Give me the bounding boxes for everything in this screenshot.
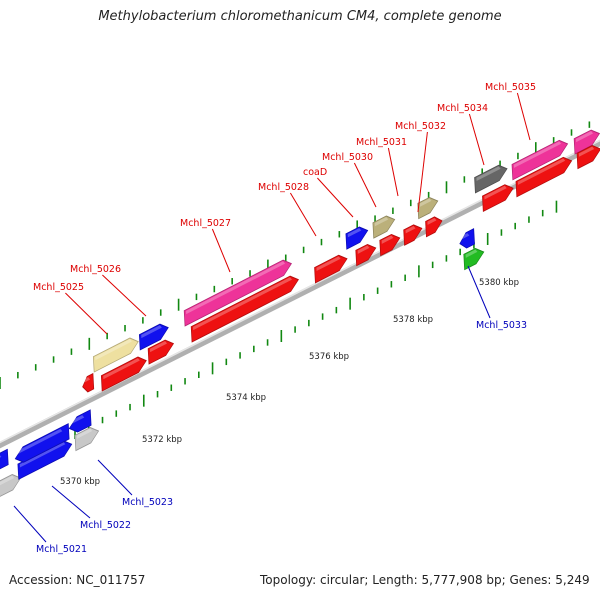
scale-label: 5372 kbp — [142, 435, 182, 445]
scale-label: 5376 kbp — [309, 352, 349, 362]
gene-arrow-khaki — [417, 196, 439, 220]
gene-label-leader — [387, 147, 399, 197]
gene-label-leader — [468, 113, 485, 166]
gene-arrow-highlight — [103, 358, 140, 380]
gene-arrow-highlight — [0, 475, 15, 486]
gene-arrow-highlight — [405, 225, 416, 234]
gene-arrow-highlight — [575, 131, 594, 143]
gene-arrow-highlight — [461, 233, 470, 240]
gene-arrow-highlight — [427, 218, 437, 225]
gene-arrow-red — [379, 233, 401, 257]
gene-label-leader — [211, 228, 231, 273]
gene-arrow-paleyellow — [92, 337, 139, 373]
gene-arrow-highlight — [419, 198, 432, 207]
gene-arrow-red — [355, 243, 377, 267]
gene-label: Mchl_5033 — [476, 320, 527, 331]
gene-label-leader — [97, 459, 133, 496]
gene-label: Mchl_5031 — [356, 137, 407, 148]
gene-label: Mchl_5032 — [395, 121, 446, 132]
gene-arrow-blue — [14, 423, 70, 463]
gene-arrow-highlight — [16, 428, 63, 455]
gene-label-leader — [417, 131, 428, 213]
gene-label: Mchl_5026 — [70, 264, 121, 275]
gene-label-leader — [51, 485, 91, 519]
gene-arrow-highlight — [578, 146, 595, 157]
gene-label: coaD — [303, 167, 327, 178]
gene-label: Mchl_5035 — [485, 82, 536, 93]
gene-label: Mchl_5028 — [258, 182, 309, 193]
gene-arrow-highlight — [357, 245, 370, 254]
gene-arrow-magenta — [573, 129, 600, 155]
gene-arrow-red — [425, 216, 443, 238]
gene-arrow-highlight — [95, 339, 132, 361]
gene-arrow-highlight — [76, 428, 93, 439]
gene-arrow-highlight — [347, 228, 362, 238]
gene-label: Mchl_5034 — [437, 103, 488, 114]
accession-text: Accession: NC_011757 — [9, 573, 146, 587]
gene-arrow-red — [314, 254, 348, 284]
gene-label: Mchl_5023 — [122, 497, 173, 508]
gene-arrow-gray — [0, 474, 22, 499]
gene-arrow-red — [482, 184, 514, 213]
gene-label: Mchl_5025 — [33, 282, 84, 293]
gene-arrow-blue — [459, 228, 475, 249]
gene-arrow-highlight — [149, 341, 168, 353]
gene-arrow-highlight — [374, 217, 389, 227]
gene-arrow-highlight — [141, 325, 162, 339]
gene-arrow-magenta — [183, 259, 292, 327]
gene-arrow-blue — [138, 323, 169, 351]
gene-arrow-highlight — [476, 166, 501, 182]
gene-label-leader — [289, 192, 317, 237]
scale-label: 5370 kbp — [60, 477, 100, 487]
gene-arrow-highlight — [465, 249, 478, 258]
gene-arrow-blue — [68, 409, 92, 433]
gene-label: Mchl_5027 — [180, 218, 231, 229]
gene-arrow-highlight — [316, 256, 341, 272]
gene-label-leader — [13, 505, 47, 543]
gene-label-leader — [102, 274, 147, 317]
gene-arrow-red — [147, 339, 175, 365]
gene-arrow-green — [463, 247, 485, 271]
gene-arrow-red — [576, 145, 600, 170]
gene-label: Mchl_5022 — [80, 520, 131, 531]
gene-label-leader — [516, 92, 531, 141]
gene-arrow-red — [515, 156, 573, 198]
gene-arrow-highlight — [19, 441, 66, 468]
gene-label: Mchl_5021 — [36, 544, 87, 555]
map-title: Methylobacterium chloromethanicum CM4, c… — [98, 9, 502, 24]
scale-label: 5374 kbp — [226, 393, 266, 403]
gene-arrow-darkgray — [474, 164, 508, 194]
gene-label-leader — [467, 265, 491, 319]
gene-arrow-highlight — [70, 415, 85, 425]
gene-label-leader — [317, 177, 354, 218]
gene-arrow-red — [190, 275, 299, 343]
scale-label: 5380 kbp — [479, 278, 519, 288]
gene-arrow-red — [82, 372, 95, 393]
gene-arrow-highlight — [513, 141, 562, 168]
gene-arrow-highlight — [193, 277, 293, 331]
gene-arrow-red — [100, 356, 147, 392]
gene-arrow-magenta — [511, 139, 569, 181]
gene-label-leader — [65, 292, 108, 335]
gene-arrow-blue — [0, 448, 9, 472]
gene-arrow-gray — [74, 427, 100, 452]
gene-arrow-highlight — [84, 377, 91, 383]
gene-arrow-highlight — [186, 261, 286, 315]
gene-label: Mchl_5030 — [322, 152, 373, 163]
gene-label-leader — [353, 162, 377, 208]
gene-arrow-khaki — [372, 215, 396, 239]
gene-arrow-blue — [345, 226, 369, 250]
gene-arrow-red — [403, 224, 423, 246]
scale-label: 5378 kbp — [393, 315, 433, 325]
gene-arrow-highlight — [517, 158, 566, 185]
gene-arrow-highlight — [381, 235, 394, 244]
genome-stats-text: Topology: circular; Length: 5,777,908 bp… — [260, 573, 590, 587]
gene-arrow-highlight — [484, 185, 507, 200]
